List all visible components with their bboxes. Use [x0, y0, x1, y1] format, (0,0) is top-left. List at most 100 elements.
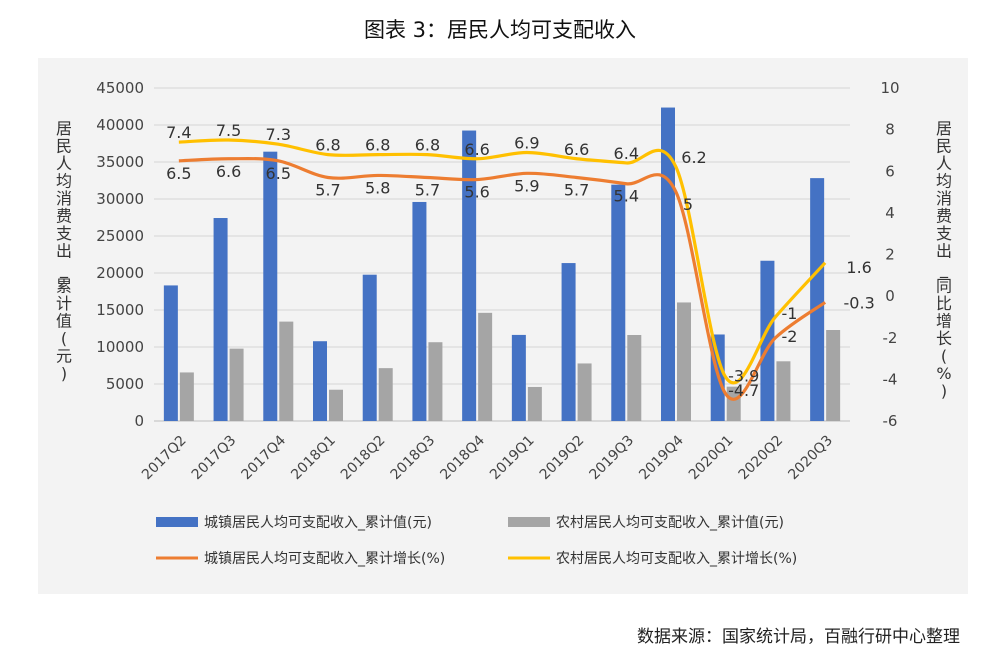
bar-urban	[163, 285, 178, 421]
bar-rural	[478, 312, 493, 421]
x-tick-label: 2017Q3	[189, 433, 240, 484]
data-label-rural-growth: 1.6	[846, 258, 871, 277]
y-tick-label: 25000	[96, 227, 144, 245]
data-label-urban-growth: 5	[683, 195, 693, 214]
data-label-rural-growth: 7.4	[166, 123, 191, 142]
bar-rural	[428, 342, 443, 421]
y-tick-label: 45000	[96, 79, 144, 97]
bar-urban	[313, 341, 327, 421]
bar-urban	[263, 151, 278, 421]
y2-tick-label: 6	[885, 162, 895, 180]
y2-tick-label: -4	[883, 370, 898, 388]
y2-tick-label: -2	[883, 329, 898, 347]
y-tick-label: 40000	[96, 116, 144, 134]
bar-urban	[760, 260, 775, 421]
y-tick-label: 5000	[106, 375, 144, 393]
bar-urban	[462, 130, 477, 421]
bar-rural	[378, 368, 393, 421]
data-label-rural-growth: 6.8	[365, 136, 390, 155]
y2-axis-title: 居民人均消费支出_同比增长(%)	[936, 119, 952, 401]
x-tick-label: 2019Q2	[537, 433, 588, 484]
line-urban-growth	[178, 156, 827, 401]
chart-svg: 0 5000 10000 15000 20000 25000 30000 35000 40000…	[56, 79, 952, 567]
data-label-rural-growth: 6.6	[564, 140, 589, 159]
x-tick-label: 2019Q1	[487, 433, 538, 484]
data-label-urban-growth: 6.5	[266, 164, 291, 183]
data-label-rural-growth: -3.9	[728, 366, 759, 385]
x-tick-label: 2019Q4	[636, 432, 687, 483]
chart-area: 0 5000 10000 15000 20000 25000 30000 35000 40000…	[38, 58, 968, 594]
x-tick-label: 2018Q1	[288, 433, 339, 484]
legend-swatch	[508, 517, 550, 527]
bar-rural	[279, 321, 294, 421]
legend-swatch	[156, 517, 198, 527]
bar-rural	[826, 330, 841, 421]
x-tick-label: 2018Q3	[388, 433, 439, 484]
legend-label: 农村居民人均可支配收入_累计值(元)	[556, 515, 784, 531]
x-tick-label: 2019Q3	[587, 433, 638, 484]
y2-tick-label: 10	[880, 79, 899, 97]
y2-tick-label: -6	[883, 412, 898, 430]
data-label-urban-growth: 6.6	[216, 162, 241, 181]
y2-tick-label: 0	[885, 287, 895, 305]
y-tick-label: 15000	[96, 301, 144, 319]
bar-rural	[627, 334, 642, 421]
data-label-rural-growth: 6.9	[514, 134, 539, 153]
y-tick-label: 0	[134, 412, 144, 430]
data-label-rural-growth: 6.8	[315, 136, 340, 155]
bar-urban	[213, 218, 228, 421]
legend-label: 城镇居民人均可支配收入_累计增长(%)	[204, 551, 445, 567]
data-label-urban-growth: -2	[781, 327, 797, 346]
data-label-urban-growth: 5.8	[365, 178, 390, 197]
y2-tick-label: 8	[885, 121, 895, 139]
x-tick-label: 2020Q1	[686, 433, 737, 484]
data-label-rural-growth: 7.3	[266, 125, 291, 144]
bar-rural	[677, 302, 691, 421]
data-label-rural-growth: 6.8	[415, 136, 440, 155]
data-label-urban-growth: -0.3	[844, 293, 875, 312]
line-rural-growth	[178, 138, 827, 385]
y-tick-label: 30000	[96, 190, 144, 208]
bar-urban	[511, 334, 526, 421]
x-tick-label: 2017Q2	[139, 433, 190, 484]
source-note: 数据来源：国家统计局，百融行研中心整理	[637, 627, 960, 647]
x-tick-label: 2020Q3	[785, 433, 836, 484]
data-label-rural-growth: -1	[781, 304, 797, 323]
x-tick-label: 2020Q2	[736, 433, 787, 484]
x-tick-label: 2017Q4	[239, 432, 290, 483]
bar-rural	[726, 386, 741, 421]
data-label-urban-growth: 5.7	[415, 180, 440, 199]
data-label-urban-growth: 5.4	[614, 187, 639, 206]
legend-label: 城镇居民人均可支配收入_累计值(元)	[204, 515, 432, 531]
bar-urban	[412, 201, 427, 421]
y2-tick-label: 4	[885, 204, 895, 222]
bar-rural	[329, 389, 343, 421]
data-label-rural-growth: 6.6	[464, 140, 489, 159]
data-label-urban-growth: 5.6	[464, 183, 489, 202]
x-tick-label: 2018Q2	[338, 433, 389, 484]
data-label-urban-growth: 5.9	[514, 176, 539, 195]
x-tick-label: 2018Q4	[437, 432, 488, 483]
y-tick-label: 20000	[96, 264, 144, 282]
bar-rural	[229, 348, 244, 421]
chart-title: 图表 3：居民人均可支配收入	[363, 18, 637, 42]
bar-rural	[527, 386, 542, 421]
data-label-urban-growth: -4.7	[728, 381, 759, 400]
bar-urban	[362, 274, 377, 421]
bar-rural	[179, 372, 194, 421]
bar-urban	[561, 263, 576, 421]
bar-rural	[776, 361, 791, 421]
data-label-rural-growth: 7.5	[216, 121, 241, 140]
data-label-rural-growth: 6.2	[681, 148, 706, 167]
data-label-urban-growth: 5.7	[564, 180, 589, 199]
y-tick-label: 35000	[96, 153, 144, 171]
data-label-urban-growth: 6.5	[166, 164, 191, 183]
y-axis-title: 居民人均消费支出_累计值(元)	[56, 119, 72, 383]
bar-urban	[611, 184, 626, 421]
data-label-urban-growth: 5.7	[315, 180, 340, 199]
bar-urban	[810, 178, 825, 421]
y-tick-label: 10000	[96, 338, 144, 356]
bar-rural	[577, 363, 592, 421]
legend-label: 农村居民人均可支配收入_累计增长(%)	[556, 551, 797, 567]
data-label-rural-growth: 6.4	[614, 144, 639, 163]
